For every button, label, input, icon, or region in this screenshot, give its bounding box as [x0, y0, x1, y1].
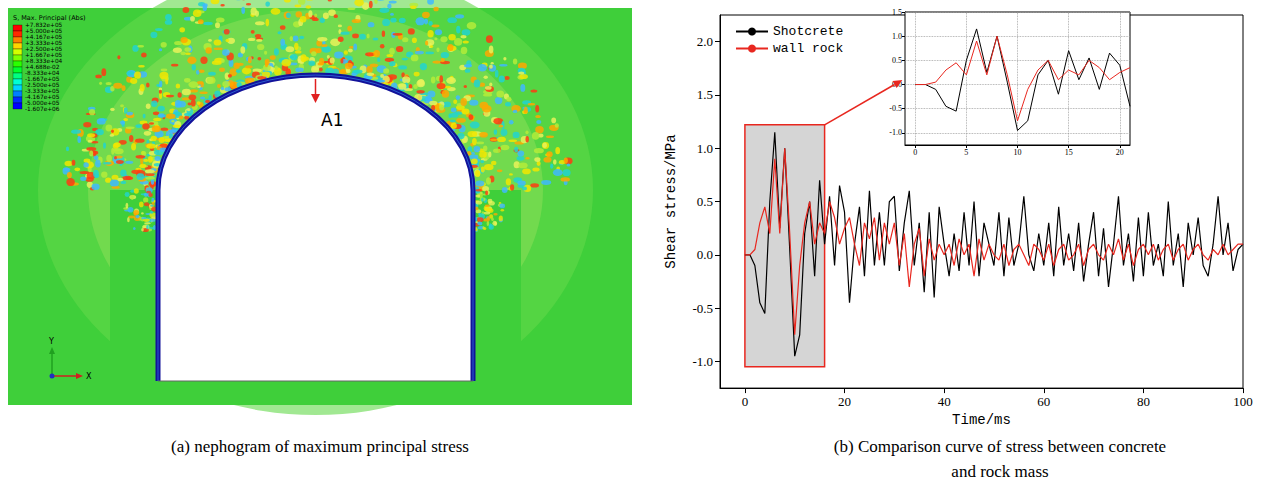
svg-text:1.0: 1.0 [892, 32, 902, 41]
svg-text:40: 40 [938, 394, 951, 409]
svg-text:+2.500e+05: +2.500e+05 [25, 46, 63, 53]
svg-text:Shear stress/MPa: Shear stress/MPa [663, 134, 679, 268]
svg-text:+4.688e-02: +4.688e-02 [25, 64, 60, 71]
svg-text:Shotcrete: Shotcrete [773, 24, 843, 39]
svg-text:S, Max. Principal (Abs): S, Max. Principal (Abs) [13, 14, 86, 22]
svg-text:-1.0: -1.0 [889, 128, 902, 137]
svg-text:Time/ms: Time/ms [952, 412, 1011, 428]
svg-text:-3.333e+05: -3.333e+05 [25, 88, 60, 95]
svg-text:-0.5: -0.5 [889, 104, 902, 113]
svg-text:-1.0: -1.0 [692, 354, 713, 369]
svg-text:0: 0 [742, 394, 749, 409]
svg-text:-4.167e+05: -4.167e+05 [25, 94, 60, 101]
svg-text:Y: Y [48, 337, 54, 346]
svg-text:20: 20 [838, 394, 851, 409]
svg-text:-5.000e+05: -5.000e+05 [25, 100, 60, 107]
svg-text:-1.667e+05: -1.667e+05 [25, 76, 60, 83]
svg-text:0.0: 0.0 [892, 80, 902, 89]
svg-text:-8.333e+04: -8.333e+04 [25, 70, 60, 77]
svg-text:+7.832e+05: +7.832e+05 [25, 22, 63, 29]
svg-text:10: 10 [1014, 148, 1022, 157]
svg-text:+5.000e+05: +5.000e+05 [25, 28, 63, 35]
svg-text:A1: A1 [321, 110, 343, 130]
svg-text:+8.333e+04: +8.333e+04 [25, 58, 63, 65]
svg-text:5: 5 [964, 148, 968, 157]
svg-text:0.0: 0.0 [697, 247, 713, 262]
svg-text:-2.500e+05: -2.500e+05 [25, 82, 60, 89]
svg-text:0.5: 0.5 [892, 56, 902, 65]
html-text:(b) Comparison curve of stress: (b) Comparison curve of stress between c… [833, 437, 1167, 481]
svg-text:100: 100 [1233, 394, 1253, 409]
svg-text:60: 60 [1037, 394, 1050, 409]
svg-text:15: 15 [1065, 148, 1073, 157]
svg-text:wall rock: wall rock [773, 41, 843, 56]
svg-text:1.0: 1.0 [697, 141, 713, 156]
svg-text:+3.333e+05: +3.333e+05 [25, 40, 63, 47]
svg-text:2.0: 2.0 [697, 34, 713, 49]
svg-text:0: 0 [913, 148, 917, 157]
svg-text:0.5: 0.5 [697, 194, 713, 209]
svg-text:-0.5: -0.5 [692, 301, 713, 316]
svg-text:80: 80 [1137, 394, 1150, 409]
svg-text:1.5: 1.5 [892, 8, 902, 17]
svg-text:20: 20 [1116, 148, 1124, 157]
svg-text:+1.667e+05: +1.667e+05 [25, 52, 63, 59]
svg-text:X: X [86, 372, 92, 381]
html-text:(a) nephogram of maximum princ: (a) nephogram of maximum principal stres… [171, 437, 469, 456]
svg-text:-1.607e+06: -1.607e+06 [25, 106, 60, 112]
svg-text:1.5: 1.5 [697, 87, 713, 102]
svg-text:+4.167e+05: +4.167e+05 [25, 34, 63, 41]
